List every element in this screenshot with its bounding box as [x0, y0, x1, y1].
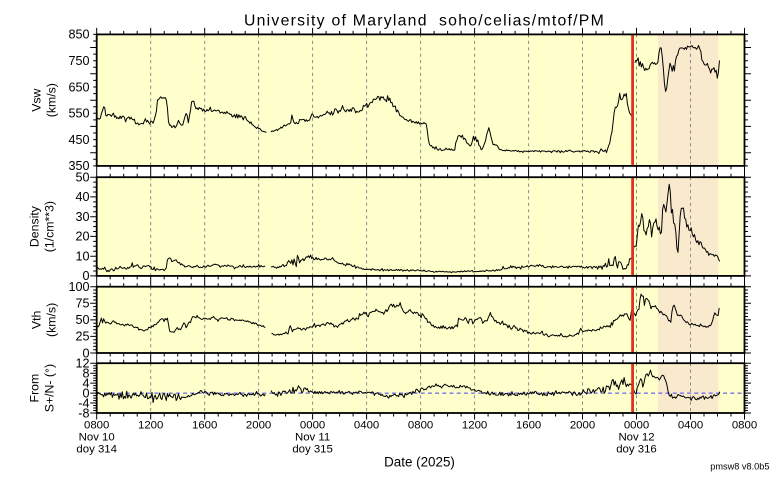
svg-text:0000: 0000 [300, 420, 325, 432]
svg-text:(km/s): (km/s) [45, 83, 59, 117]
svg-text:Vth: Vth [30, 311, 44, 330]
svg-text:4: 4 [82, 376, 89, 390]
svg-text:Nov 11: Nov 11 [295, 432, 330, 444]
svg-text:doy 314: doy 314 [76, 443, 117, 455]
svg-text:From: From [28, 374, 42, 403]
svg-text:0800: 0800 [408, 420, 433, 432]
svg-text:1200: 1200 [462, 420, 487, 432]
svg-text:40: 40 [75, 190, 89, 204]
svg-text:doy 316: doy 316 [616, 443, 657, 455]
svg-text:University of Maryland soho/c: University of Maryland soho/celias/mtof/… [244, 13, 605, 30]
svg-text:1600: 1600 [516, 420, 541, 432]
svg-text:850: 850 [68, 28, 89, 42]
svg-text:450: 450 [68, 133, 89, 147]
svg-text:Density: Density [28, 205, 42, 247]
svg-text:50: 50 [75, 313, 89, 327]
svg-text:8: 8 [82, 367, 89, 381]
svg-text:2000: 2000 [570, 420, 595, 432]
svg-text:1200: 1200 [138, 420, 163, 432]
svg-text:0800: 0800 [84, 420, 109, 432]
svg-text:100: 100 [68, 280, 89, 294]
svg-text:12: 12 [75, 357, 89, 371]
svg-text:Nov 12: Nov 12 [618, 432, 654, 444]
svg-text:0400: 0400 [678, 420, 703, 432]
svg-text:pmsw8 v8.0b5: pmsw8 v8.0b5 [710, 462, 769, 472]
svg-text:650: 650 [68, 80, 89, 94]
svg-text:Nov 10: Nov 10 [79, 432, 115, 444]
svg-text:550: 550 [68, 107, 89, 121]
svg-text:75: 75 [75, 297, 89, 311]
svg-text:2000: 2000 [246, 420, 271, 432]
svg-text:S+/N- (°): S+/N- (°) [43, 364, 57, 412]
svg-text:750: 750 [68, 54, 89, 68]
svg-text:-4: -4 [78, 396, 89, 410]
svg-text:0: 0 [82, 346, 89, 360]
svg-text:10: 10 [75, 250, 89, 264]
svg-text:30: 30 [75, 210, 89, 224]
svg-text:0000: 0000 [624, 420, 649, 432]
svg-text:25: 25 [75, 330, 89, 344]
svg-text:0400: 0400 [354, 420, 379, 432]
svg-text:0: 0 [82, 386, 89, 400]
svg-text:(km/s): (km/s) [45, 303, 59, 337]
svg-text:50: 50 [75, 171, 89, 185]
svg-text:doy 315: doy 315 [292, 443, 333, 455]
svg-text:-8: -8 [78, 406, 89, 420]
svg-text:1600: 1600 [192, 420, 217, 432]
svg-text:Vsw: Vsw [30, 88, 44, 111]
svg-text:(1/cm**3): (1/cm**3) [43, 201, 57, 252]
svg-text:20: 20 [75, 230, 89, 244]
svg-text:0: 0 [82, 269, 89, 283]
svg-text:0800: 0800 [732, 420, 757, 432]
svg-text:Date (2025): Date (2025) [384, 455, 455, 470]
svg-text:350: 350 [68, 159, 89, 173]
